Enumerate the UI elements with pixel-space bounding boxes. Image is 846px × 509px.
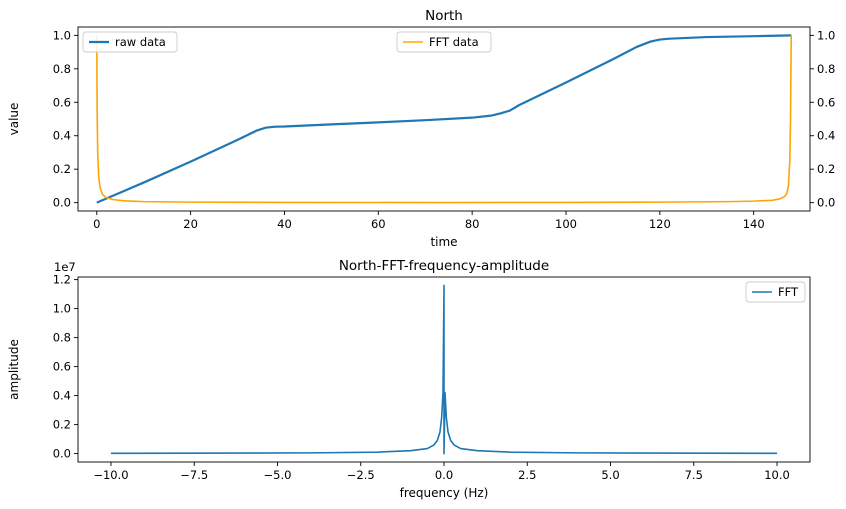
y-tick-label: 0.8: [53, 331, 71, 345]
chart-title: North-FFT-frequency-amplitude: [339, 258, 549, 274]
series-line-fft: [110, 284, 778, 455]
legend-box: [745, 281, 806, 303]
legend-label: FFT data: [429, 35, 479, 49]
chart-north-fft-frequency-amplitude: −10.0 −7.5 −5.0 −2.5 0.0 2.5 5.0 7.5 10.0 0.0 0.2 0…: [7, 258, 811, 500]
y-tick-label: 1.0: [53, 28, 71, 42]
y-tick-label: 0.8: [53, 62, 71, 76]
legend-raw-data: raw data: [82, 31, 178, 53]
y2-tick-label: 0.4: [817, 129, 835, 143]
y-tick-label: 0.0: [53, 196, 71, 210]
x-tick-label: 0: [93, 217, 100, 231]
x-tick-label: 60: [371, 217, 386, 231]
y2-tick-label: 0.6: [817, 95, 835, 109]
y-tick-label: 0.2: [53, 418, 71, 432]
x-tick-label: 100: [555, 217, 577, 231]
y-tick-label: 0.2: [53, 162, 71, 176]
y2-tick-label: 0.8: [817, 62, 835, 76]
x-tick-label: −2.5: [347, 468, 375, 482]
chart-title: North: [425, 8, 463, 24]
x-tick-label: 80: [465, 217, 480, 231]
y2-tick-label: 0.2: [817, 162, 835, 176]
series-line-fft-data: [95, 35, 793, 204]
y-axis-label: value: [7, 103, 21, 136]
x-axis-label: time: [430, 235, 457, 249]
y2-tick-label: 0.0: [817, 196, 835, 210]
x-tick-label: 20: [183, 217, 198, 231]
chart-north: 0 20 40 60 80 100 120 140 0.0 0.2 0.4 0.6 0.8 1.0 0.0 0…: [7, 8, 835, 249]
x-tick-label: 5.0: [601, 468, 619, 482]
y-tick-label: 1.0: [53, 302, 71, 316]
x-tick-label: 10.0: [764, 468, 790, 482]
legend-label: raw data: [115, 35, 166, 49]
plot-frame: [77, 26, 811, 212]
y-tick-label: 0.4: [53, 129, 71, 143]
y-tick-label: 0.0: [53, 447, 71, 461]
series-line-raw-data: [96, 34, 792, 204]
x-tick-label: 2.5: [518, 468, 536, 482]
x-tick-label: −7.5: [180, 468, 208, 482]
x-axis-label: frequency (Hz): [400, 486, 489, 500]
legend-fft-data: FFT data: [396, 31, 492, 53]
x-tick-label: 120: [649, 217, 671, 231]
y-tick-label: 0.4: [53, 389, 71, 403]
legend-box: [396, 31, 492, 53]
x-tick-label: −10.0: [93, 468, 128, 482]
legend-box: [82, 31, 178, 53]
legend-fft: FFT: [745, 281, 806, 303]
x-tick-label: −5.0: [264, 468, 292, 482]
y-offset-label: 1e7: [54, 260, 76, 274]
x-tick-label: 7.5: [685, 468, 703, 482]
y-tick-label: 1.2: [53, 273, 71, 287]
x-tick-label: 0.0: [435, 468, 453, 482]
y2-tick-label: 1.0: [817, 28, 835, 42]
x-tick-label: 140: [743, 217, 765, 231]
y-tick-label: 0.6: [53, 360, 71, 374]
y-tick-label: 0.6: [53, 95, 71, 109]
x-tick-label: 40: [277, 217, 292, 231]
y-axis-label: amplitude: [7, 339, 21, 400]
legend-label: FFT: [778, 285, 799, 299]
